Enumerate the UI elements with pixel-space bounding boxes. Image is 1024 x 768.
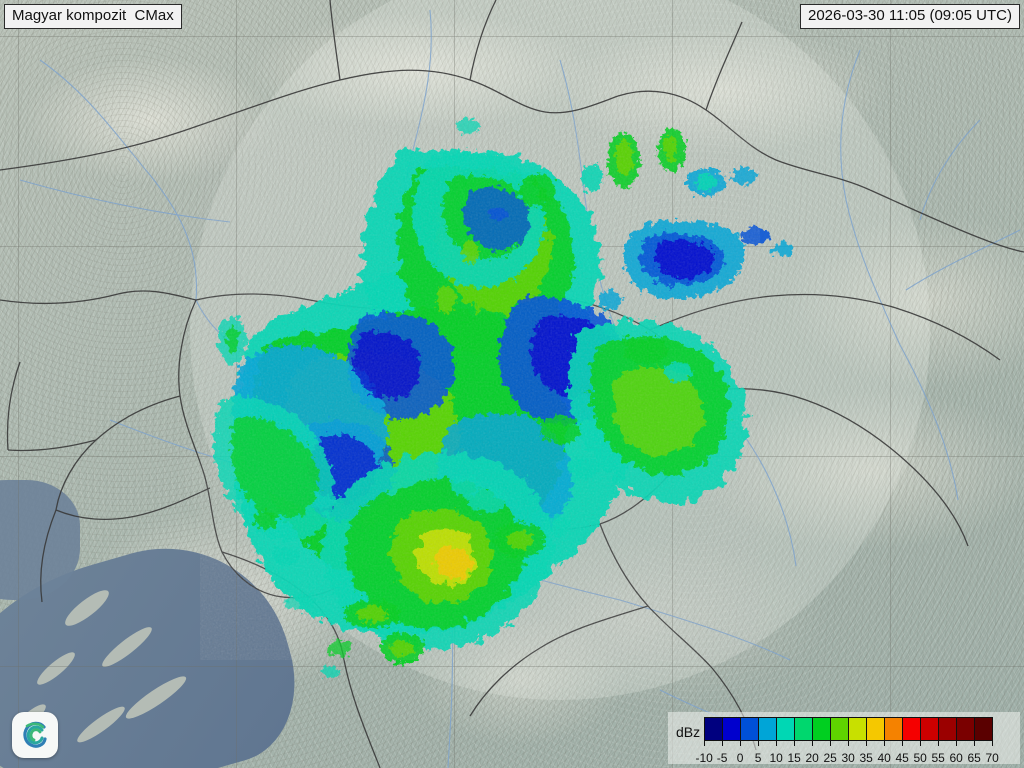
colorbar-swatch xyxy=(741,718,760,740)
colorbar-swatch xyxy=(831,718,850,740)
colorbar-tick-label: 20 xyxy=(805,751,819,765)
product-title-label: Magyar kompozit CMax xyxy=(4,4,182,29)
colorbar-swatch xyxy=(723,718,742,740)
colorbar-swatch xyxy=(921,718,940,740)
colorbar-tick-label: 0 xyxy=(736,751,744,765)
colorbar-swatch xyxy=(813,718,832,740)
colorbar-tick xyxy=(812,741,814,746)
colorbar-swatch xyxy=(885,718,904,740)
colorbar-tick xyxy=(884,741,886,746)
colorbar-tick xyxy=(902,741,904,746)
colorbar-tick xyxy=(722,741,724,746)
colorbar-tick-label: 50 xyxy=(913,751,927,765)
colorbar-tick xyxy=(776,741,778,746)
colorbar-tick-label: 35 xyxy=(859,751,873,765)
colorbar-ticks xyxy=(704,741,994,751)
colorbar-tick xyxy=(866,741,868,746)
colorbar-tick-label: -5 xyxy=(716,751,728,765)
colorbar-swatch xyxy=(777,718,796,740)
colorbar-tick xyxy=(848,741,850,746)
colorbar-tick-label: -10 xyxy=(695,751,713,765)
colorbar-tick xyxy=(920,741,922,746)
colorbar-tick xyxy=(794,741,796,746)
dbz-colorbar-legend: dBz -10 -5 0 5 10 15 20 25 30 35 40 45 50 55 60 65 70 xyxy=(668,712,1020,767)
colorbar-tick-label: 65 xyxy=(967,751,981,765)
colorbar-tick xyxy=(740,741,742,746)
colorbar-swatch xyxy=(939,718,958,740)
colorbar-tick xyxy=(830,741,832,746)
colorbar-tick xyxy=(974,741,976,746)
colorbar-swatch xyxy=(849,718,868,740)
colorbar-tick-label: 5 xyxy=(754,751,762,765)
agency-logo[interactable] xyxy=(12,712,58,758)
swirl-icon xyxy=(23,721,47,748)
colorbar-tick xyxy=(992,741,994,746)
colorbar-tick xyxy=(956,741,958,746)
colorbar-swatch xyxy=(705,718,724,740)
colorbar-tick-label: 55 xyxy=(931,751,945,765)
colorbar-tick xyxy=(704,741,706,746)
colorbar: -10 -5 0 5 10 15 20 25 30 35 40 45 50 55 60 65 70 xyxy=(695,717,999,767)
colorbar-tick-label: 15 xyxy=(787,751,801,765)
colorbar-tick-label: 10 xyxy=(769,751,783,765)
pannonian-lowland xyxy=(190,250,750,630)
colorbar-swatch xyxy=(903,718,922,740)
colorbar-tick-label: 40 xyxy=(877,751,891,765)
colorbar-tick-label: 30 xyxy=(841,751,855,765)
colorbar-tick-label: 25 xyxy=(823,751,837,765)
colorbar-tick-label: 70 xyxy=(985,751,999,765)
timestamp-label: 2026-03-30 11:05 (09:05 UTC) xyxy=(799,4,1020,29)
colorbar-tick-labels: -10 -5 0 5 10 15 20 25 30 35 40 45 50 55 60 65 70 xyxy=(695,751,998,767)
colorbar-swatch xyxy=(867,718,886,740)
colorbar-swatch xyxy=(759,718,778,740)
dbz-unit-label: dBz xyxy=(676,724,701,740)
colorbar-swatches xyxy=(704,717,994,741)
colorbar-swatch xyxy=(957,718,976,740)
colorbar-tick xyxy=(938,741,940,746)
colorbar-tick-label: 60 xyxy=(949,751,963,765)
colorbar-swatch xyxy=(795,718,814,740)
colorbar-tick-label: 45 xyxy=(895,751,909,765)
colorbar-swatch xyxy=(975,718,993,740)
colorbar-tick xyxy=(758,741,760,746)
